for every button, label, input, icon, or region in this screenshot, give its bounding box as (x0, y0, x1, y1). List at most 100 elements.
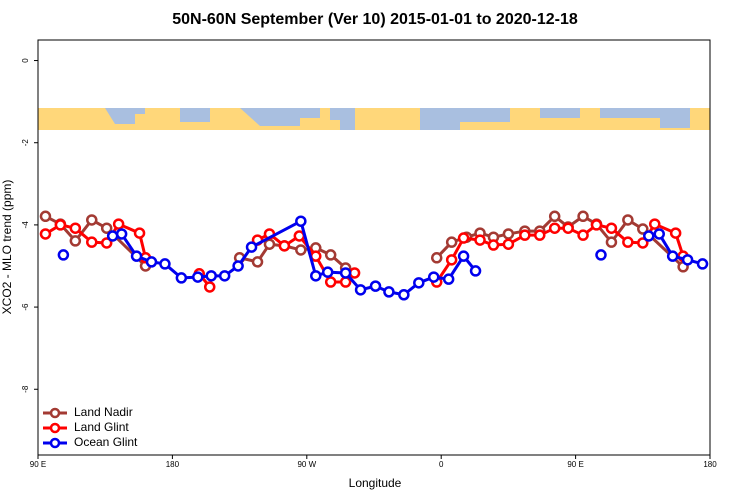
y-tick-label: -8 (21, 385, 30, 393)
point (502, 228, 515, 240)
point (100, 222, 113, 234)
point (643, 230, 655, 242)
legend-marker (49, 407, 61, 419)
point (622, 214, 634, 226)
point (595, 249, 607, 261)
x-tick-label: 90 E (30, 460, 46, 469)
point (278, 240, 291, 252)
point (413, 277, 425, 289)
point (469, 265, 482, 277)
series-line (44, 222, 685, 288)
point (324, 276, 337, 288)
point (354, 284, 367, 296)
point (502, 238, 515, 250)
point (519, 229, 531, 241)
point (130, 250, 143, 262)
legend-label: Ocean Glint (74, 435, 138, 449)
point (442, 273, 455, 285)
point (232, 260, 244, 272)
point (218, 270, 231, 282)
x-tick-label: 90 W (297, 460, 316, 469)
x-tick-label: 0 (439, 460, 444, 469)
x-axis-label: Longitude (349, 476, 402, 490)
point (100, 237, 113, 249)
point (562, 222, 574, 234)
point (106, 230, 119, 242)
point (57, 249, 70, 261)
point (348, 267, 361, 279)
point (666, 250, 679, 262)
map-band (38, 108, 710, 130)
point (295, 244, 307, 256)
legend-label: Land Glint (74, 420, 129, 434)
point (321, 266, 334, 278)
point (548, 222, 561, 234)
point (548, 210, 561, 223)
point (681, 254, 694, 266)
point (245, 241, 258, 253)
point (112, 218, 125, 230)
legend-marker (49, 437, 61, 449)
point (339, 267, 352, 279)
point (577, 210, 589, 223)
point (54, 219, 67, 231)
point (427, 271, 440, 283)
point (133, 227, 146, 239)
point (653, 228, 665, 240)
x-tick-label: 180 (703, 460, 717, 469)
point (669, 227, 682, 239)
y-tick-label: -2 (21, 139, 30, 147)
point (295, 215, 307, 227)
point (203, 281, 216, 293)
point (39, 228, 52, 240)
point (69, 222, 82, 234)
point (637, 223, 649, 235)
point (696, 258, 709, 270)
point (205, 270, 217, 282)
legend-marker (49, 422, 61, 434)
point (445, 254, 458, 266)
point (474, 234, 486, 246)
x-tick-label: 90 E (567, 460, 583, 469)
point (86, 236, 98, 248)
point (39, 210, 52, 223)
y-tick-label: -6 (21, 303, 30, 311)
point (605, 222, 618, 234)
point (534, 229, 546, 241)
y-axis-label: XCO2 - MLO trend (ppm) (0, 180, 14, 315)
point (159, 258, 171, 270)
point (115, 228, 128, 240)
point (590, 219, 603, 231)
point (145, 256, 158, 268)
point (324, 249, 337, 261)
plot-frame (37, 39, 711, 456)
y-tick-label: 0 (21, 58, 30, 63)
point (457, 232, 470, 244)
point (445, 236, 458, 248)
y-tick-label: -4 (21, 221, 30, 229)
point (457, 250, 470, 262)
point (339, 276, 352, 288)
point (637, 237, 649, 249)
point (310, 270, 322, 282)
point (86, 214, 98, 226)
point (622, 236, 634, 248)
point (192, 271, 204, 283)
point (648, 218, 661, 230)
point (577, 229, 589, 241)
point (383, 286, 395, 298)
point (369, 280, 382, 292)
legend-label: Land Nadir (74, 405, 133, 419)
point (398, 289, 410, 301)
point (69, 235, 82, 247)
point (263, 238, 276, 250)
point (175, 272, 188, 284)
point (605, 236, 618, 248)
point (251, 256, 264, 268)
point (487, 239, 500, 251)
x-tick-label: 180 (166, 460, 180, 469)
chart-title: 50N-60N September (Ver 10) 2015-01-01 to… (172, 11, 578, 28)
point (430, 252, 443, 264)
